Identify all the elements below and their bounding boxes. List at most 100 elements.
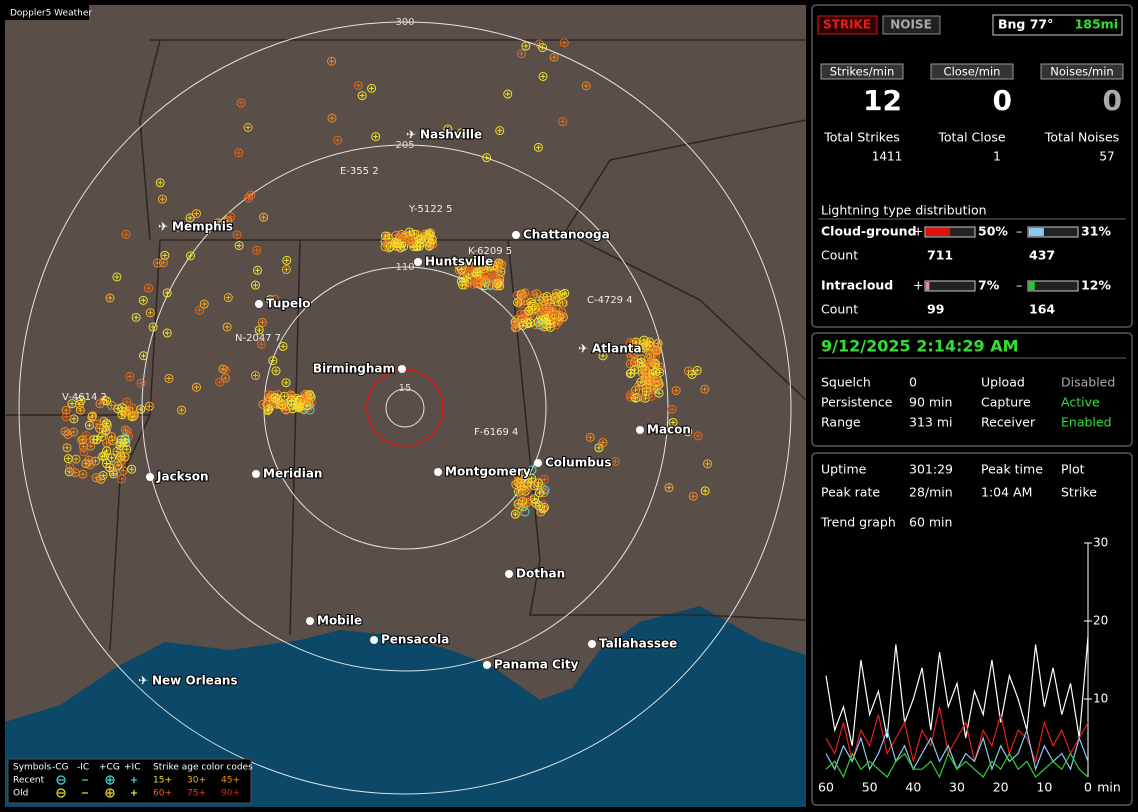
strike-plus — [166, 375, 172, 381]
strike-plus — [94, 421, 100, 427]
strike-plus — [477, 280, 483, 286]
strike — [186, 251, 196, 261]
city-dot — [370, 636, 378, 644]
strike-plus — [260, 401, 266, 407]
legend-label: Strike age color codes — [153, 763, 253, 773]
strike — [220, 365, 230, 375]
strike — [250, 280, 260, 290]
strike — [78, 469, 88, 479]
strike-plus — [196, 307, 202, 313]
distribution-title: Lightning type distribution — [821, 203, 987, 218]
strike — [534, 478, 544, 488]
strike — [549, 52, 559, 62]
legend-age: 15+ — [153, 776, 172, 786]
strike-plus — [359, 93, 365, 99]
strike-recent — [527, 465, 537, 475]
strike-plus — [650, 371, 656, 377]
strike-plus — [583, 83, 589, 89]
strike — [536, 507, 546, 517]
strike-plus — [228, 214, 234, 220]
strike-plus — [138, 406, 144, 412]
strike — [130, 410, 140, 420]
strike — [538, 71, 548, 81]
percent: 7% — [978, 278, 1000, 293]
strike-plus — [100, 453, 106, 459]
strike-plus — [259, 319, 265, 325]
strike — [485, 262, 495, 272]
rate-header: Close/min — [944, 65, 1001, 79]
city-label: Chattanooga — [523, 228, 610, 242]
city-label: Columbus — [545, 456, 612, 470]
strike-plus — [493, 283, 499, 289]
x-tick-label: 60 — [818, 780, 834, 795]
strike — [495, 126, 505, 136]
strike-plus — [150, 324, 156, 330]
strike — [371, 132, 381, 142]
rate-header: Noises/min — [1050, 65, 1113, 79]
strike — [560, 288, 570, 298]
strike — [643, 373, 653, 383]
strike — [144, 401, 154, 411]
mode-button-label[interactable]: STRIKE — [823, 18, 871, 32]
strike — [213, 218, 223, 228]
total-label: Total Noises — [1044, 130, 1119, 145]
strike — [286, 390, 296, 400]
airport-icon: ✈ — [158, 220, 168, 234]
strike-plus — [307, 393, 313, 399]
strike-plus — [92, 458, 98, 464]
strike — [164, 373, 174, 383]
strike — [122, 426, 132, 436]
strike — [117, 410, 127, 420]
legend-age: 75+ — [187, 789, 206, 799]
strike-plus — [329, 115, 335, 121]
strike-plus — [529, 475, 535, 481]
strike — [136, 404, 146, 414]
strike-plus — [123, 439, 129, 445]
sign: + — [913, 224, 923, 239]
city-dot — [636, 426, 644, 434]
city-dot — [512, 231, 520, 239]
status-value: 90 min — [909, 395, 952, 410]
strike-plus — [83, 461, 89, 467]
strike — [327, 113, 337, 123]
strike-plus — [649, 387, 655, 393]
legend-row: Recent — [13, 776, 45, 786]
strike-button[interactable] — [817, 15, 878, 35]
strike-plus — [382, 239, 388, 245]
strike — [516, 309, 526, 319]
strike-plus — [73, 456, 79, 462]
strike — [236, 98, 246, 108]
status-value: Enabled — [1061, 415, 1112, 430]
strike — [458, 280, 468, 290]
noise-button[interactable] — [882, 15, 941, 35]
storm-label: F-6169 4 — [474, 427, 518, 438]
strike — [282, 255, 292, 265]
strike — [533, 142, 543, 152]
percent: 12% — [1081, 278, 1111, 293]
strike — [516, 494, 526, 504]
strike — [121, 229, 131, 239]
strike-recent — [120, 433, 130, 443]
strike-plus — [645, 375, 651, 381]
strike — [640, 393, 650, 403]
strike-plus — [118, 458, 124, 464]
strike — [327, 56, 337, 66]
mode-button-label[interactable]: NOISE — [890, 18, 932, 32]
strike — [653, 379, 663, 389]
range-label: 15 — [399, 383, 412, 394]
strike — [427, 235, 437, 245]
strike-plus — [649, 358, 655, 364]
strike-plus — [283, 267, 289, 273]
strike — [631, 393, 641, 403]
stat-value: 60 min — [909, 515, 952, 530]
strike — [539, 502, 549, 512]
strike — [517, 314, 527, 324]
strike — [177, 405, 187, 415]
strike — [279, 391, 289, 401]
strike-plus — [517, 503, 523, 509]
count: 711 — [927, 248, 953, 263]
strike — [105, 293, 115, 303]
strike — [246, 190, 256, 200]
strike-plus — [123, 231, 129, 237]
city-dot — [398, 365, 406, 373]
